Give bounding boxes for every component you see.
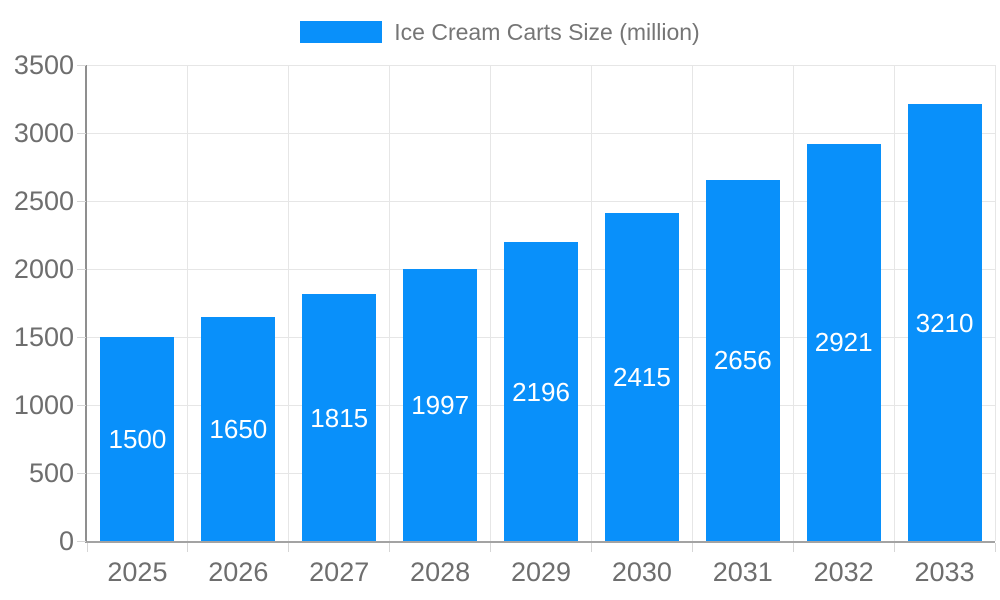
y-tick-mark bbox=[77, 132, 86, 134]
y-tick-label: 1500 bbox=[13, 322, 74, 352]
x-tick-mark bbox=[86, 543, 88, 552]
y-tick-mark bbox=[77, 404, 86, 406]
x-tick-label: 2027 bbox=[309, 557, 370, 587]
bar-value-label: 1815 bbox=[310, 402, 369, 433]
y-tick-label: 0 bbox=[58, 526, 74, 556]
y-tick-label: 500 bbox=[28, 458, 74, 488]
y-tick-label: 3500 bbox=[13, 50, 74, 80]
y-gridline bbox=[87, 64, 995, 66]
x-tick-mark bbox=[994, 543, 996, 552]
legend-label: Ice Cream Carts Size (million) bbox=[394, 19, 700, 45]
x-tick-label: 2033 bbox=[914, 557, 975, 587]
y-gridline bbox=[87, 132, 995, 134]
bar-value-label: 2656 bbox=[713, 345, 772, 376]
y-tick-mark bbox=[77, 472, 86, 474]
y-tick-mark bbox=[77, 540, 86, 542]
x-gridline bbox=[187, 65, 189, 541]
bar-value-label: 2415 bbox=[612, 361, 671, 392]
x-gridline bbox=[490, 65, 492, 541]
y-tick-label: 2500 bbox=[13, 186, 74, 216]
x-gridline bbox=[590, 65, 592, 541]
x-tick-mark bbox=[792, 543, 794, 552]
x-tick-label: 2032 bbox=[813, 557, 874, 587]
legend[interactable]: Ice Cream Carts Size (million) bbox=[0, 17, 1000, 47]
x-tick-mark bbox=[590, 543, 592, 552]
bar-value-label: 1500 bbox=[108, 424, 167, 454]
x-gridline bbox=[792, 65, 794, 541]
x-gridline bbox=[288, 65, 290, 541]
y-gridline bbox=[87, 200, 995, 202]
bar-value-label: 3210 bbox=[915, 307, 974, 338]
y-tick-mark bbox=[77, 268, 86, 270]
x-tick-mark bbox=[389, 543, 391, 552]
x-tick-mark bbox=[187, 543, 189, 552]
y-tick-label: 2000 bbox=[13, 254, 74, 284]
y-tick-label: 3000 bbox=[13, 118, 74, 148]
bar[interactable]: 2415 bbox=[604, 212, 679, 541]
x-gridline bbox=[389, 65, 391, 541]
x-gridline bbox=[994, 65, 996, 541]
bar-value-label: 1997 bbox=[411, 390, 470, 421]
x-tick-label: 2026 bbox=[208, 557, 269, 587]
x-tick-label: 2030 bbox=[611, 557, 672, 587]
x-tick-mark bbox=[893, 543, 895, 552]
x-tick-label: 2029 bbox=[510, 557, 572, 587]
x-tick-label: 2028 bbox=[410, 557, 471, 587]
bar[interactable]: 1997 bbox=[403, 269, 478, 541]
bar[interactable]: 1650 bbox=[201, 316, 276, 541]
x-tick-mark bbox=[691, 543, 693, 552]
y-tick-label: 1000 bbox=[13, 390, 74, 420]
bar[interactable]: 1500 bbox=[100, 337, 175, 541]
bar-value-label: 1650 bbox=[209, 413, 268, 444]
y-tick-mark bbox=[77, 200, 86, 202]
legend-swatch-icon bbox=[300, 21, 383, 43]
bar-value-label: 2921 bbox=[814, 327, 873, 358]
plot-area: 0 500 1000 1500 2000 2500 3000 3500 1500 2025 1650… bbox=[14, 50, 996, 587]
bar[interactable]: 2196 bbox=[504, 242, 578, 541]
y-tick-mark bbox=[77, 336, 86, 338]
x-gridline bbox=[691, 65, 693, 541]
x-gridline bbox=[893, 65, 895, 541]
bar[interactable]: 1815 bbox=[302, 294, 377, 541]
y-tick-mark bbox=[77, 64, 86, 66]
bar[interactable]: 2921 bbox=[806, 143, 881, 541]
bar[interactable]: 2656 bbox=[705, 179, 780, 541]
x-tick-mark bbox=[490, 543, 492, 552]
bar[interactable]: 3210 bbox=[907, 104, 982, 541]
x-tick-label: 2025 bbox=[107, 557, 168, 587]
bar-value-label: 2196 bbox=[512, 376, 570, 407]
x-tick-label: 2031 bbox=[712, 557, 773, 587]
x-tick-mark bbox=[288, 543, 290, 552]
